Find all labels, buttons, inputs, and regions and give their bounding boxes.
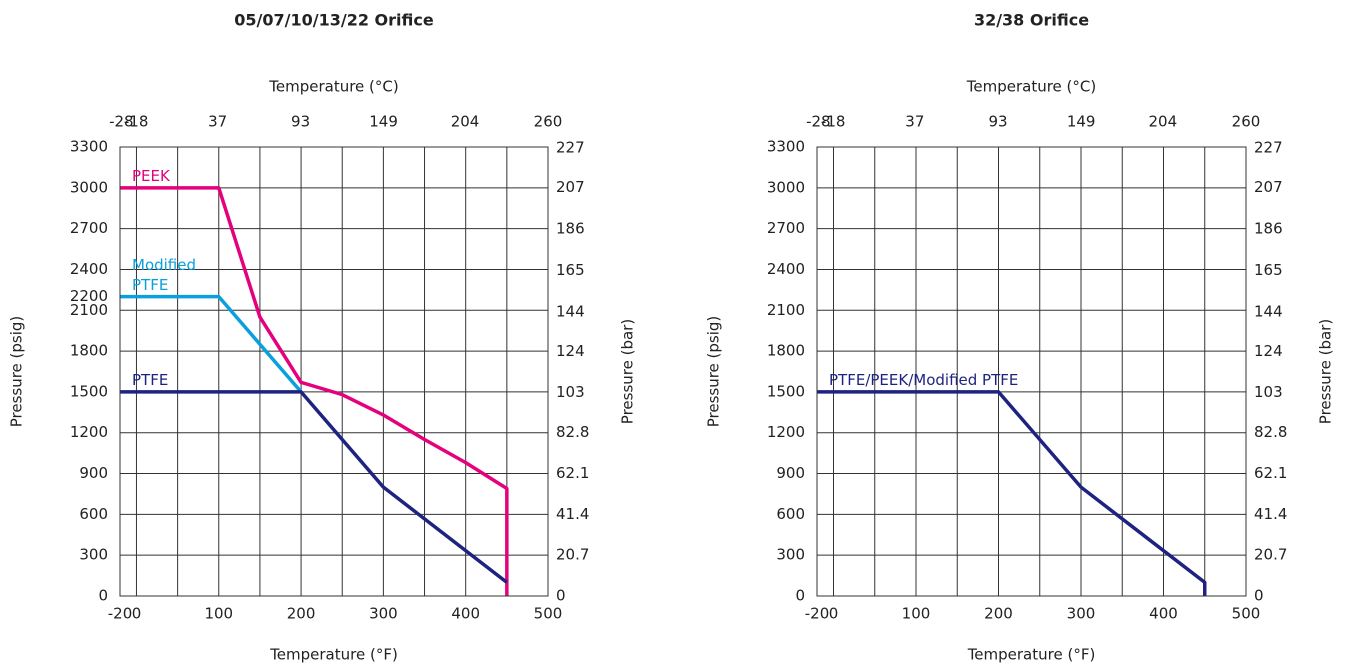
y-tick-label: 600 [79, 505, 108, 523]
x2-tick-label: 260 [534, 113, 563, 131]
y2-tick-label: 144 [556, 302, 585, 320]
y-axis-label: Pressure (psig) [8, 316, 26, 428]
y-tick-label: 2100 [70, 301, 108, 319]
x2-tick-label: 149 [1067, 113, 1096, 131]
y-tick-label: 2400 [767, 260, 805, 278]
y-tick-label: 1800 [767, 342, 805, 360]
y2-axis-label: Pressure (bar) [619, 319, 637, 424]
y2-tick-label: 62.1 [556, 464, 589, 482]
y2-tick-label: 227 [1254, 138, 1283, 156]
y-tick-label: 2100 [767, 301, 805, 319]
y2-tick-label: 103 [556, 383, 585, 401]
y-tick-label: 0 [795, 587, 805, 605]
series-line [120, 294, 303, 394]
y-tick-label: 1200 [70, 423, 108, 441]
x-tick-label: 100 [902, 605, 931, 623]
y-tick-label: 3300 [767, 138, 805, 156]
y-tick-label: 2700 [70, 219, 108, 237]
x-tick-label: -20 [108, 605, 133, 623]
series-label: Modified PTFE [132, 255, 197, 294]
x2-tick-label: -28 [109, 113, 134, 131]
series-line [120, 390, 508, 584]
x-tick-label: 500 [534, 605, 563, 623]
x2-tick-label: -18 [124, 113, 149, 131]
x2-tick-label: 37 [208, 113, 227, 131]
y-tick-label: 900 [776, 464, 805, 482]
y-tick-label: 3000 [70, 178, 108, 196]
x2-tick-label: 93 [988, 113, 1007, 131]
y2-tick-label: 186 [1254, 219, 1283, 237]
y-tick-label: 1800 [70, 342, 108, 360]
y2-tick-label: 144 [1254, 302, 1283, 320]
x-tick-label: 0 [132, 605, 142, 623]
y-tick-label: 300 [79, 546, 108, 564]
x2-tick-label: 260 [1232, 113, 1261, 131]
series-line [817, 390, 1207, 596]
x-tick-label: 200 [984, 605, 1013, 623]
x2-tick-label: 93 [291, 113, 310, 131]
y2-tick-label: 82.8 [556, 423, 589, 441]
x-tick-label: 200 [287, 605, 316, 623]
x-tick-label: 100 [204, 605, 233, 623]
x2-tick-label: -18 [821, 113, 846, 131]
y2-tick-label: 41.4 [1254, 505, 1287, 523]
x2-tick-label: 204 [451, 113, 480, 131]
y-tick-label: 1200 [767, 423, 805, 441]
y-axis-label: Pressure (psig) [705, 316, 723, 428]
y2-tick-label: 0 [556, 587, 566, 605]
x2-tick-label: 37 [905, 113, 924, 131]
series-label: PTFE/PEEK/Modified PTFE [829, 370, 1019, 389]
y-tick-label: 1500 [70, 382, 108, 400]
y-tick-label: 3000 [767, 178, 805, 196]
y2-axis-label: Pressure (bar) [1317, 319, 1335, 424]
x2-tick-label: -28 [806, 113, 831, 131]
x-tick-label: 300 [369, 605, 398, 623]
x-tick-label: 500 [1232, 605, 1261, 623]
x-tick-label: -20 [805, 605, 830, 623]
y-tick-label: 300 [776, 546, 805, 564]
x2-tick-label: 149 [369, 113, 398, 131]
y2-tick-label: 82.8 [1254, 423, 1287, 441]
y2-tick-label: 186 [556, 219, 585, 237]
chart-title: 32/38 Orifice [974, 11, 1089, 30]
y2-tick-label: 0 [1254, 587, 1264, 605]
y2-tick-label: 207 [556, 178, 585, 196]
x2-axis-label: Temperature (°C) [268, 78, 398, 96]
y2-tick-label: 227 [556, 138, 585, 156]
x2-tick-label: 204 [1149, 113, 1178, 131]
y-tick-label: 0 [98, 587, 108, 605]
y-tick-label: 2400 [70, 260, 108, 278]
y-tick-label: 2200 [70, 287, 108, 305]
x2-axis-label: Temperature (°C) [966, 78, 1096, 96]
y-tick-label: 1500 [767, 382, 805, 400]
series-label: PTFE [132, 370, 169, 389]
y2-tick-label: 62.1 [1254, 464, 1287, 482]
chart-title: 05/07/10/13/22 Orifice [234, 11, 434, 30]
x-axis-label: Temperature (°F) [269, 646, 398, 664]
y2-tick-label: 20.7 [556, 546, 589, 564]
x-axis-label: Temperature (°F) [967, 646, 1096, 664]
y2-tick-label: 124 [556, 342, 585, 360]
y2-tick-label: 124 [1254, 342, 1283, 360]
plot-frame [816, 146, 1247, 597]
y2-tick-label: 165 [1254, 261, 1283, 279]
y2-tick-label: 103 [1254, 383, 1283, 401]
x-tick-label: 400 [1149, 605, 1178, 623]
x-tick-label: 300 [1067, 605, 1096, 623]
x-tick-label: 400 [451, 605, 480, 623]
y-tick-label: 3300 [70, 138, 108, 156]
y2-tick-label: 207 [1254, 178, 1283, 196]
plot-frame [119, 146, 549, 597]
y-tick-label: 600 [776, 505, 805, 523]
y-tick-label: 2700 [767, 219, 805, 237]
y2-tick-label: 20.7 [1254, 546, 1287, 564]
series-label: PEEK [132, 166, 170, 185]
y-tick-label: 900 [79, 464, 108, 482]
y2-tick-label: 41.4 [556, 505, 589, 523]
x-tick-label: 0 [829, 605, 839, 623]
series-line [120, 186, 509, 596]
y2-tick-label: 165 [556, 261, 585, 279]
